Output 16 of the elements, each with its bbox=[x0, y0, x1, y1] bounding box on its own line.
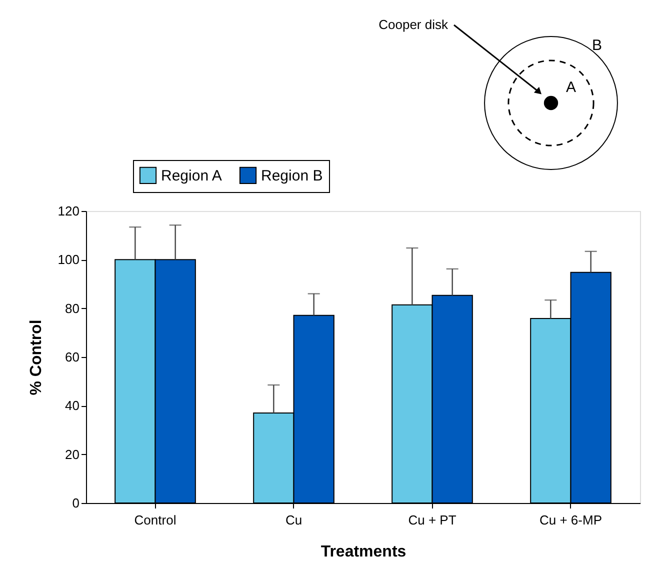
legend-label: Region A bbox=[161, 167, 222, 184]
y-tick-label: 60 bbox=[65, 350, 80, 364]
y-tick-label: 20 bbox=[65, 446, 80, 462]
y-tick-label: 40 bbox=[65, 398, 80, 414]
x-tick-label: Cu + 6-MP bbox=[540, 512, 602, 528]
x-tick-label: Control bbox=[134, 512, 176, 528]
y-axis-title: % Control bbox=[28, 320, 45, 396]
x-tick-label: Cu + PT bbox=[408, 512, 456, 528]
x-axis-title: Treatments bbox=[320, 544, 406, 560]
y-tick-label: 80 bbox=[65, 300, 80, 316]
y-tick-label: 0 bbox=[72, 496, 80, 510]
text: Cooper disk bbox=[378, 17, 448, 32]
y-tick-label: 120 bbox=[58, 204, 80, 218]
y-tick-label: 100 bbox=[58, 252, 80, 268]
legend-label: Region B bbox=[261, 167, 323, 184]
x-tick-label: Cu bbox=[285, 512, 302, 528]
